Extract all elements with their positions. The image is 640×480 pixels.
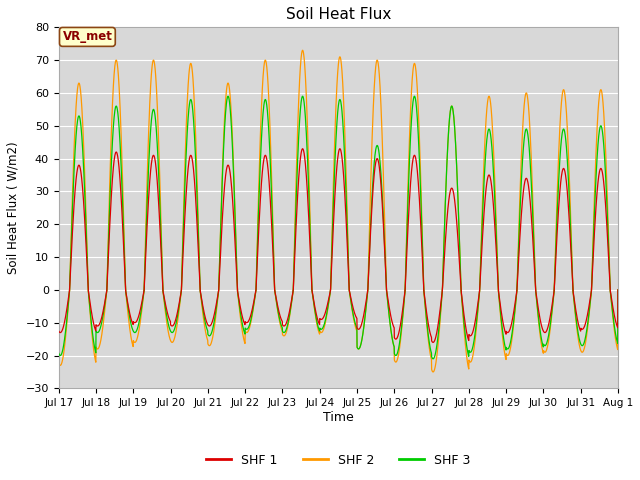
Text: VR_met: VR_met <box>63 30 113 43</box>
X-axis label: Time: Time <box>323 411 354 424</box>
Title: Soil Heat Flux: Soil Heat Flux <box>285 7 391 22</box>
Legend: SHF 1, SHF 2, SHF 3: SHF 1, SHF 2, SHF 3 <box>201 449 476 472</box>
Y-axis label: Soil Heat Flux ( W/m2): Soil Heat Flux ( W/m2) <box>7 142 20 274</box>
